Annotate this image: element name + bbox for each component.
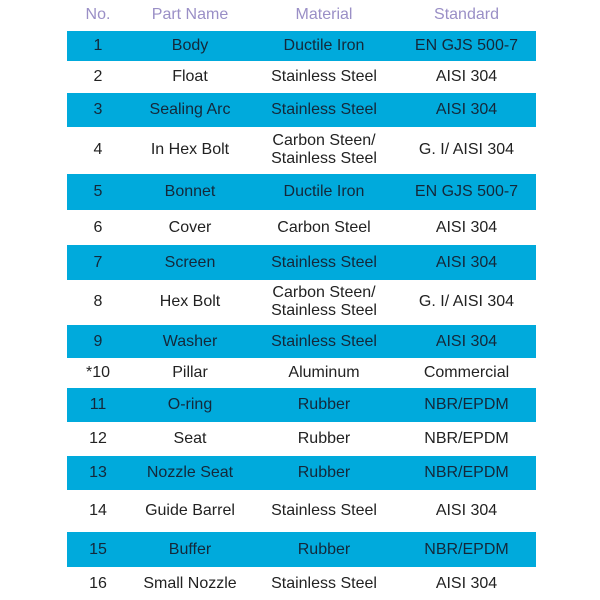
cell-material: Stainless Steel bbox=[271, 101, 377, 118]
cell-standard: AISI 304 bbox=[435, 253, 498, 271]
parts-table: No. Part Name Material Standard 1 Body Duc… bbox=[67, 0, 536, 592]
header-no: No. bbox=[85, 6, 111, 23]
table-row: 1 Body Ductile Iron EN GJS 500-7 bbox=[67, 31, 536, 61]
cell-no: 2 bbox=[93, 67, 103, 85]
cell-material: Stainless Steel bbox=[271, 574, 377, 592]
cell-part-name: Nozzle Seat bbox=[146, 464, 234, 481]
table-row: 5 Bonnet Ductile Iron EN GJS 500-7 bbox=[67, 174, 536, 210]
cell-no: *10 bbox=[85, 364, 111, 381]
header-material: Material bbox=[295, 6, 353, 23]
cell-part-name: Pillar bbox=[172, 364, 208, 381]
cell-no: 7 bbox=[93, 253, 103, 271]
table-row: 13 Nozzle Seat Rubber NBR/EPDM bbox=[67, 456, 536, 490]
cell-material: Stainless Steel bbox=[271, 67, 377, 85]
cell-no: 16 bbox=[89, 574, 107, 592]
cell-material: Stainless Steel bbox=[271, 332, 377, 350]
cell-material: Rubber bbox=[297, 396, 351, 413]
cell-part-name: Guide Barrel bbox=[145, 502, 235, 519]
cell-standard: NBR/EPDM bbox=[424, 540, 509, 558]
cell-no: 8 bbox=[93, 293, 103, 310]
cell-part-name: Hex Bolt bbox=[159, 293, 221, 310]
cell-standard: AISI 304 bbox=[435, 332, 498, 350]
header-part-name: Part Name bbox=[151, 6, 229, 23]
cell-no: 4 bbox=[93, 140, 103, 158]
cell-part-name: In Hex Bolt bbox=[150, 140, 230, 158]
cell-part-name: Sealing Arc bbox=[149, 101, 231, 118]
cell-no: 12 bbox=[89, 430, 107, 447]
cell-part-name: Screen bbox=[164, 253, 216, 271]
table-row: *10 Pillar Aluminum Commercial bbox=[67, 358, 536, 388]
table-row: 2 Float Stainless Steel AISI 304 bbox=[67, 60, 536, 93]
cell-standard: NBR/EPDM bbox=[424, 396, 509, 413]
cell-standard: G. I/ AISI 304 bbox=[418, 140, 515, 158]
cell-part-name: Small Nozzle bbox=[143, 574, 237, 592]
table-row: 8 Hex Bolt Carbon Steen/ Stainless Steel G.… bbox=[67, 280, 536, 324]
table-row: 12 Seat Rubber NBR/EPDM bbox=[67, 422, 536, 456]
cell-part-name: Buffer bbox=[168, 540, 212, 558]
cell-no: 5 bbox=[93, 183, 103, 200]
cell-no: 15 bbox=[89, 540, 107, 558]
header-standard: Standard bbox=[434, 6, 499, 23]
table-header: No. Part Name Material Standard bbox=[67, 0, 536, 30]
cell-standard: NBR/EPDM bbox=[424, 430, 509, 447]
table-row: 3 Sealing Arc Stainless Steel AISI 304 bbox=[67, 93, 536, 127]
cell-material: Carbon Steel bbox=[277, 218, 371, 236]
table-row: 6 Cover Carbon Steel AISI 304 bbox=[67, 210, 536, 245]
cell-part-name: Washer bbox=[162, 332, 218, 350]
cell-part-name: Float bbox=[172, 67, 208, 85]
cell-part-name: O-ring bbox=[167, 396, 213, 413]
table-row: 9 Washer Stainless Steel AISI 304 bbox=[67, 325, 536, 358]
cell-part-name: Cover bbox=[168, 218, 212, 236]
cell-no: 13 bbox=[89, 464, 107, 481]
cell-material: Aluminum bbox=[288, 364, 360, 381]
cell-no: 1 bbox=[93, 37, 103, 54]
cell-no: 14 bbox=[89, 502, 107, 519]
cell-part-name: Seat bbox=[173, 430, 207, 447]
cell-standard: AISI 304 bbox=[435, 502, 498, 519]
cell-material: Carbon Steen/ Stainless Steel bbox=[271, 284, 377, 319]
cell-standard: AISI 304 bbox=[435, 218, 498, 236]
cell-no: 11 bbox=[89, 396, 107, 413]
cell-material: Rubber bbox=[297, 464, 351, 481]
cell-material: Stainless Steel bbox=[271, 253, 377, 271]
cell-standard: EN GJS 500-7 bbox=[414, 183, 519, 200]
cell-standard: AISI 304 bbox=[435, 101, 498, 118]
cell-material: Carbon Steen/ Stainless Steel bbox=[271, 131, 377, 167]
cell-part-name: Bonnet bbox=[164, 183, 216, 200]
cell-standard: NBR/EPDM bbox=[424, 464, 509, 481]
cell-standard: EN GJS 500-7 bbox=[414, 37, 519, 54]
cell-standard: Commercial bbox=[423, 364, 510, 381]
cell-material: Rubber bbox=[297, 540, 351, 558]
table-row: 16 Small Nozzle Stainless Steel AISI 304 bbox=[67, 567, 536, 600]
table-row: 14 Guide Barrel Stainless Steel AISI 304 bbox=[67, 490, 536, 532]
cell-no: 3 bbox=[93, 101, 103, 118]
cell-material: Ductile Iron bbox=[283, 183, 365, 200]
table-row: 7 Screen Stainless Steel AISI 304 bbox=[67, 245, 536, 280]
cell-standard: AISI 304 bbox=[435, 67, 498, 85]
cell-no: 9 bbox=[93, 332, 103, 350]
table-row: 11 O-ring Rubber NBR/EPDM bbox=[67, 388, 536, 422]
cell-material: Ductile Iron bbox=[283, 37, 365, 54]
table-row: 4 In Hex Bolt Carbon Steen/ Stainless Stee… bbox=[67, 127, 536, 172]
cell-material: Stainless Steel bbox=[271, 502, 377, 519]
cell-standard: AISI 304 bbox=[435, 574, 498, 592]
cell-no: 6 bbox=[93, 218, 103, 236]
cell-standard: G. I/ AISI 304 bbox=[418, 293, 515, 310]
table-row: 15 Buffer Rubber NBR/EPDM bbox=[67, 532, 536, 567]
cell-material: Rubber bbox=[297, 430, 351, 447]
cell-part-name: Body bbox=[171, 37, 209, 54]
